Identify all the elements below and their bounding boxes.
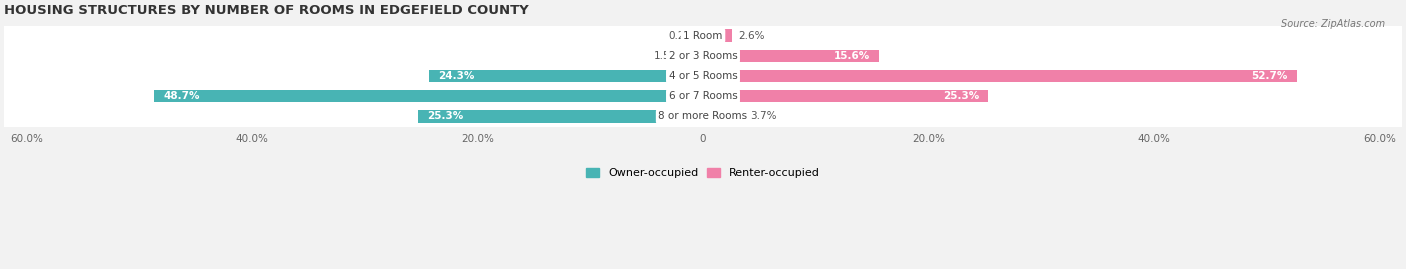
- Bar: [418, 110, 703, 123]
- Bar: [4, 46, 1402, 66]
- Bar: [4, 66, 1402, 86]
- Bar: [429, 70, 703, 82]
- Text: 0.2%: 0.2%: [669, 31, 695, 41]
- Bar: [700, 29, 703, 42]
- Bar: [155, 90, 703, 102]
- Text: 4 or 5 Rooms: 4 or 5 Rooms: [669, 71, 737, 81]
- Text: 48.7%: 48.7%: [163, 91, 200, 101]
- Bar: [4, 26, 1402, 46]
- Bar: [703, 49, 879, 62]
- Text: 2 or 3 Rooms: 2 or 3 Rooms: [669, 51, 737, 61]
- Text: 6 or 7 Rooms: 6 or 7 Rooms: [669, 91, 737, 101]
- Bar: [4, 106, 1402, 126]
- Bar: [686, 49, 703, 62]
- Text: 25.3%: 25.3%: [943, 91, 979, 101]
- Text: 15.6%: 15.6%: [834, 51, 870, 61]
- Bar: [703, 90, 988, 102]
- Text: 8 or more Rooms: 8 or more Rooms: [658, 111, 748, 121]
- Text: 1 Room: 1 Room: [683, 31, 723, 41]
- Bar: [703, 70, 1296, 82]
- Bar: [703, 29, 733, 42]
- Legend: Owner-occupied, Renter-occupied: Owner-occupied, Renter-occupied: [581, 164, 825, 183]
- Bar: [4, 86, 1402, 106]
- Text: 24.3%: 24.3%: [439, 71, 474, 81]
- Text: 25.3%: 25.3%: [427, 111, 463, 121]
- Text: HOUSING STRUCTURES BY NUMBER OF ROOMS IN EDGEFIELD COUNTY: HOUSING STRUCTURES BY NUMBER OF ROOMS IN…: [4, 4, 529, 17]
- Text: 1.5%: 1.5%: [654, 51, 681, 61]
- Text: 52.7%: 52.7%: [1251, 71, 1288, 81]
- Text: 2.6%: 2.6%: [738, 31, 765, 41]
- Text: 3.7%: 3.7%: [751, 111, 778, 121]
- Text: Source: ZipAtlas.com: Source: ZipAtlas.com: [1281, 19, 1385, 29]
- Bar: [703, 110, 745, 123]
